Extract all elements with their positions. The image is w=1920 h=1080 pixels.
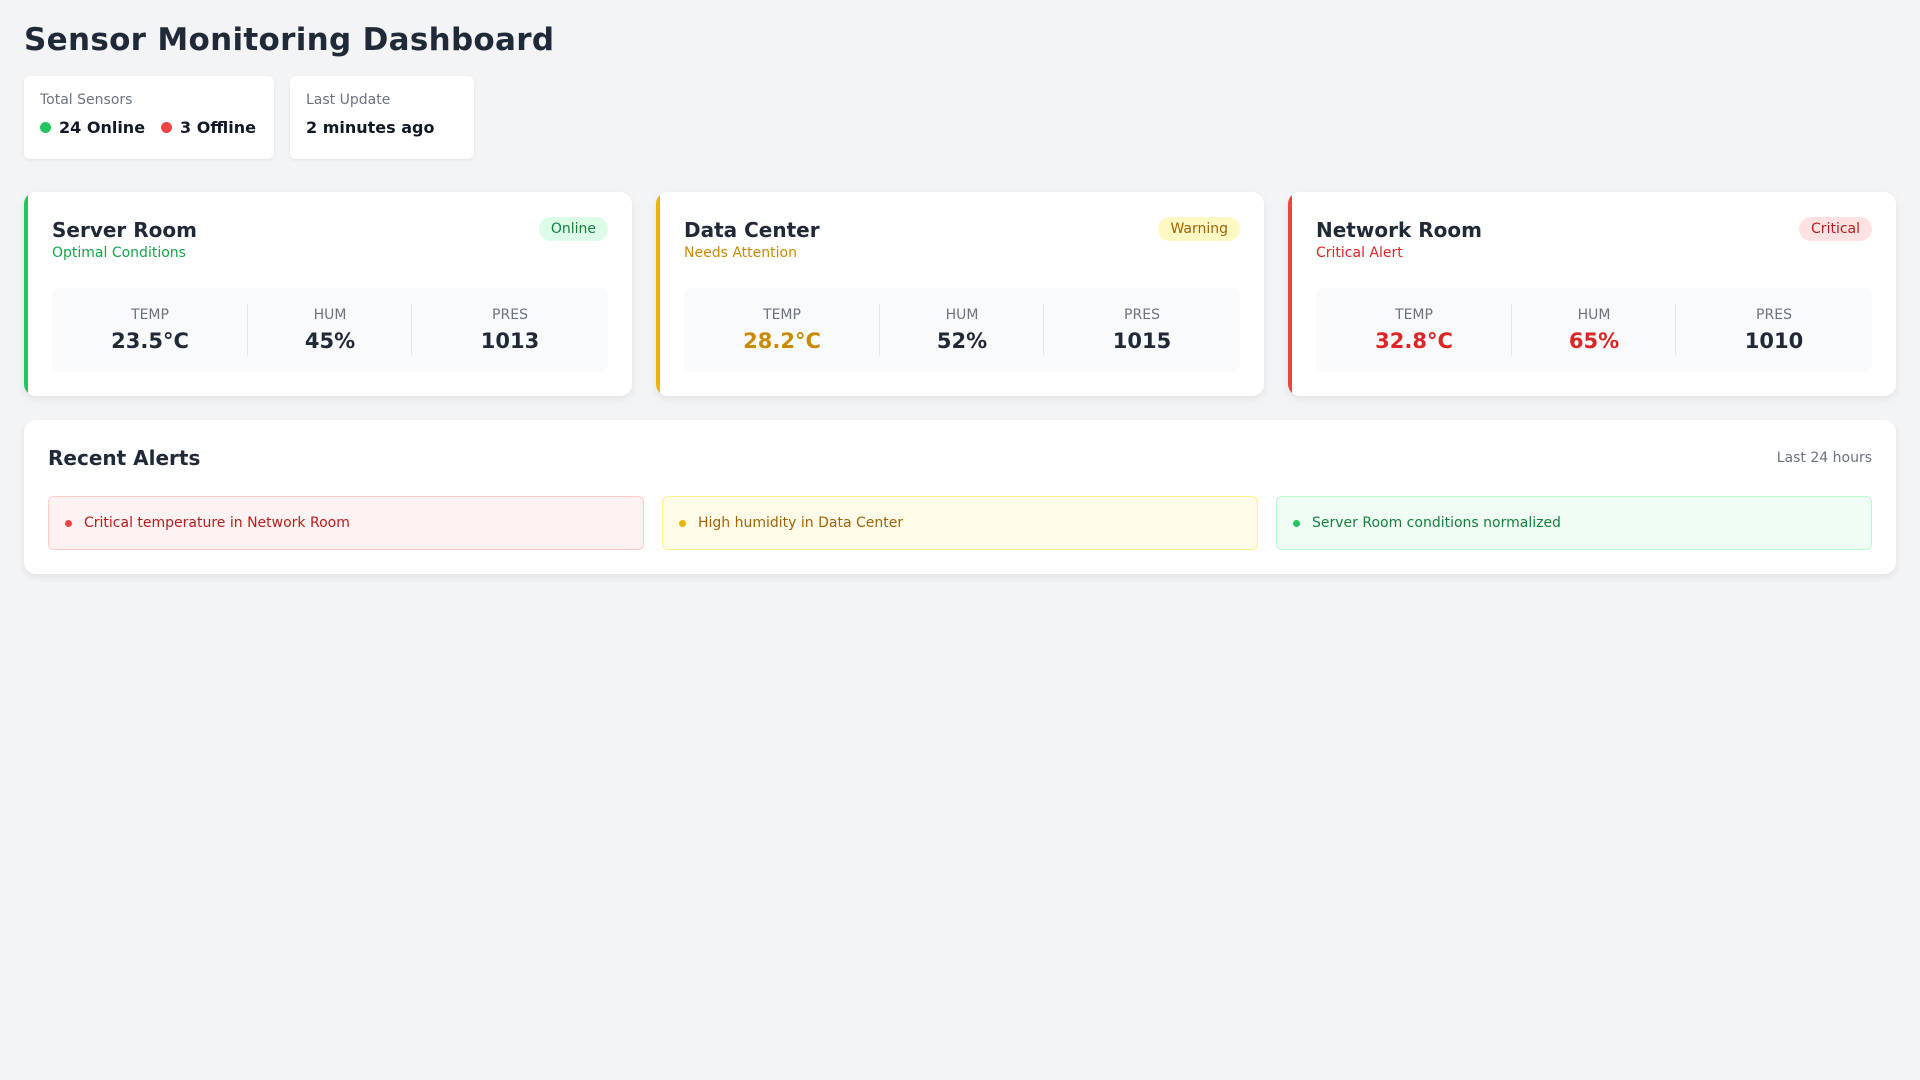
status-badge: Critical — [1799, 217, 1872, 241]
metric-pres: PRES 1015 — [1044, 288, 1240, 372]
room-name: Data Center — [684, 218, 820, 242]
online-dot-icon — [40, 122, 51, 133]
metric-temp: TEMP 23.5°C — [52, 288, 248, 372]
online-status: 24 Online — [40, 118, 145, 137]
metrics-panel: TEMP 23.5°C HUM 45% PRES 1013 — [52, 288, 608, 372]
metrics-panel: TEMP 32.8°C HUM 65% PRES 1010 — [1316, 288, 1872, 372]
room-name: Network Room — [1316, 218, 1482, 242]
page-title: Sensor Monitoring Dashboard — [24, 22, 555, 58]
alert-item-critical[interactable]: Critical temperature in Network Room — [48, 496, 644, 550]
alert-dot-icon — [1293, 519, 1300, 527]
room-status-text: Optimal Conditions — [52, 245, 186, 261]
metric-label: TEMP — [763, 307, 801, 323]
metric-label: HUM — [1577, 307, 1611, 323]
offline-status: 3 Offline — [161, 118, 256, 137]
alerts-title: Recent Alerts — [48, 446, 201, 470]
metric-value: 23.5°C — [111, 329, 189, 353]
last-update-label: Last Update — [306, 92, 391, 108]
room-card-network-room[interactable]: Network Room Critical Alert Critical TEM… — [1288, 192, 1896, 396]
last-update-card: Last Update 2 minutes ago — [290, 76, 474, 159]
room-card-data-center[interactable]: Data Center Needs Attention Warning TEMP… — [656, 192, 1264, 396]
alert-item-ok[interactable]: Server Room conditions normalized — [1276, 496, 1872, 550]
metric-label: PRES — [1124, 307, 1160, 323]
metric-label: HUM — [945, 307, 979, 323]
metric-value: 32.8°C — [1375, 329, 1453, 353]
last-update-value: 2 minutes ago — [306, 118, 435, 137]
room-name: Server Room — [52, 218, 197, 242]
room-card-server-room[interactable]: Server Room Optimal Conditions Online TE… — [24, 192, 632, 396]
alert-dot-icon — [679, 519, 686, 527]
metric-value: 28.2°C — [743, 329, 821, 353]
metric-label: HUM — [313, 307, 347, 323]
offline-dot-icon — [161, 122, 173, 133]
alert-item-warning[interactable]: High humidity in Data Center — [662, 496, 1258, 550]
metric-value: 45% — [304, 329, 356, 353]
metric-label: PRES — [492, 307, 528, 323]
metric-value: 1013 — [480, 329, 540, 353]
alert-text: High humidity in Data Center — [698, 515, 904, 531]
metrics-panel: TEMP 28.2°C HUM 52% PRES 1015 — [684, 288, 1240, 372]
online-count: 24 Online — [59, 118, 146, 137]
metric-value: 52% — [936, 329, 988, 353]
status-badge: Warning — [1158, 217, 1240, 241]
metric-hum: HUM 65% — [1512, 288, 1676, 372]
alert-text: Server Room conditions normalized — [1312, 515, 1561, 531]
metric-value: 1010 — [1744, 329, 1804, 353]
metric-label: TEMP — [1395, 307, 1433, 323]
alert-text: Critical temperature in Network Room — [84, 515, 350, 531]
metric-hum: HUM 52% — [880, 288, 1044, 372]
metric-hum: HUM 45% — [248, 288, 412, 372]
offline-count: 3 Offline — [180, 118, 256, 137]
metric-temp: TEMP 28.2°C — [684, 288, 880, 372]
room-status-text: Critical Alert — [1316, 245, 1403, 261]
room-status-text: Needs Attention — [684, 245, 797, 261]
status-badge: Online — [538, 217, 608, 241]
metric-label: PRES — [1756, 307, 1792, 323]
metric-pres: PRES 1010 — [1676, 288, 1872, 372]
metric-temp: TEMP 32.8°C — [1316, 288, 1512, 372]
sensor-status-row: 24 Online 3 Offline — [40, 118, 258, 137]
metric-pres: PRES 1013 — [412, 288, 608, 372]
total-sensors-label: Total Sensors — [40, 92, 133, 108]
metric-value: 65% — [1568, 329, 1620, 353]
alert-dot-icon — [65, 519, 72, 527]
recent-alerts-panel: Recent Alerts Last 24 hours Critical tem… — [24, 420, 1896, 574]
alerts-time-range: Last 24 hours — [1776, 450, 1872, 466]
metric-value: 1015 — [1112, 329, 1172, 353]
total-sensors-card: Total Sensors 24 Online 3 Offline — [24, 76, 274, 159]
metric-label: TEMP — [131, 307, 169, 323]
